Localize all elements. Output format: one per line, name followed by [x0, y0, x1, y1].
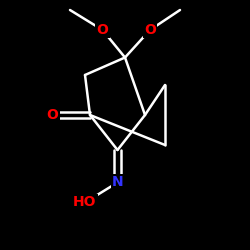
Text: O: O: [46, 108, 58, 122]
Text: O: O: [96, 23, 108, 37]
Text: O: O: [144, 23, 156, 37]
Text: HO: HO: [73, 196, 97, 209]
Text: N: N: [112, 176, 123, 190]
